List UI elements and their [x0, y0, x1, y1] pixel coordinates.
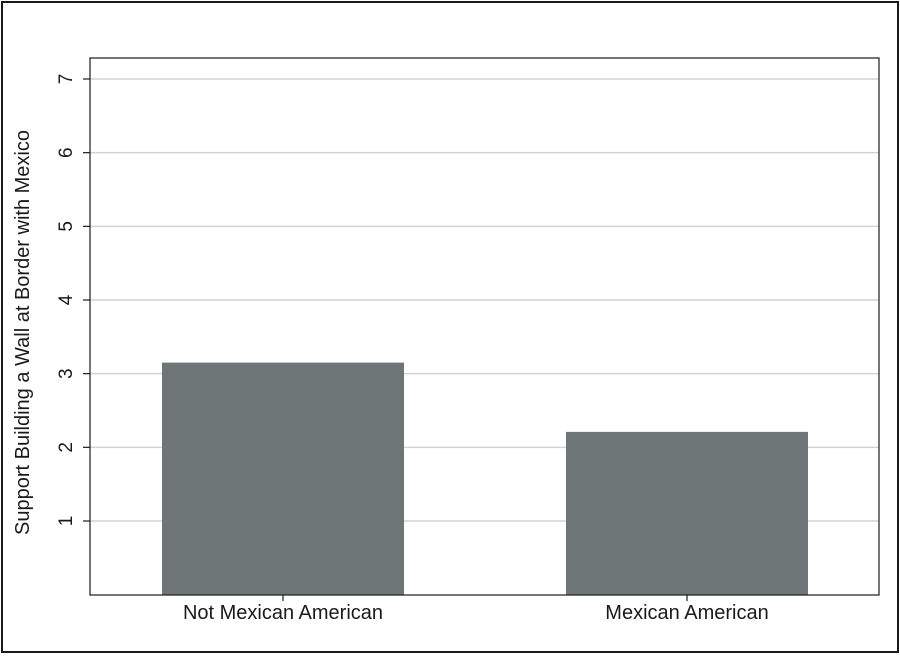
bar-1: [162, 362, 404, 595]
x-tick-label-1: Not Mexican American: [183, 602, 383, 624]
y-tick-label-6: 6: [56, 147, 77, 158]
x-tick-label-2: Mexican American: [605, 602, 768, 624]
y-tick-label-2: 2: [56, 442, 77, 453]
y-tick-label-5: 5: [56, 221, 77, 232]
y-tick-label-4: 4: [56, 294, 77, 305]
y-tick-label-7: 7: [56, 74, 77, 85]
bar-2: [566, 431, 808, 595]
x-axis-labels: Not Mexican American Mexican American: [183, 595, 769, 624]
bars: [162, 362, 808, 595]
y-tick-label-3: 3: [56, 368, 77, 379]
y-tick-label-1: 1: [56, 516, 77, 527]
y-axis-ticks: 1 2 3 4 5 6 7: [56, 74, 90, 527]
y-axis-label: Support Building a Wall at Border with M…: [12, 130, 34, 535]
plot-area: [89, 57, 880, 596]
